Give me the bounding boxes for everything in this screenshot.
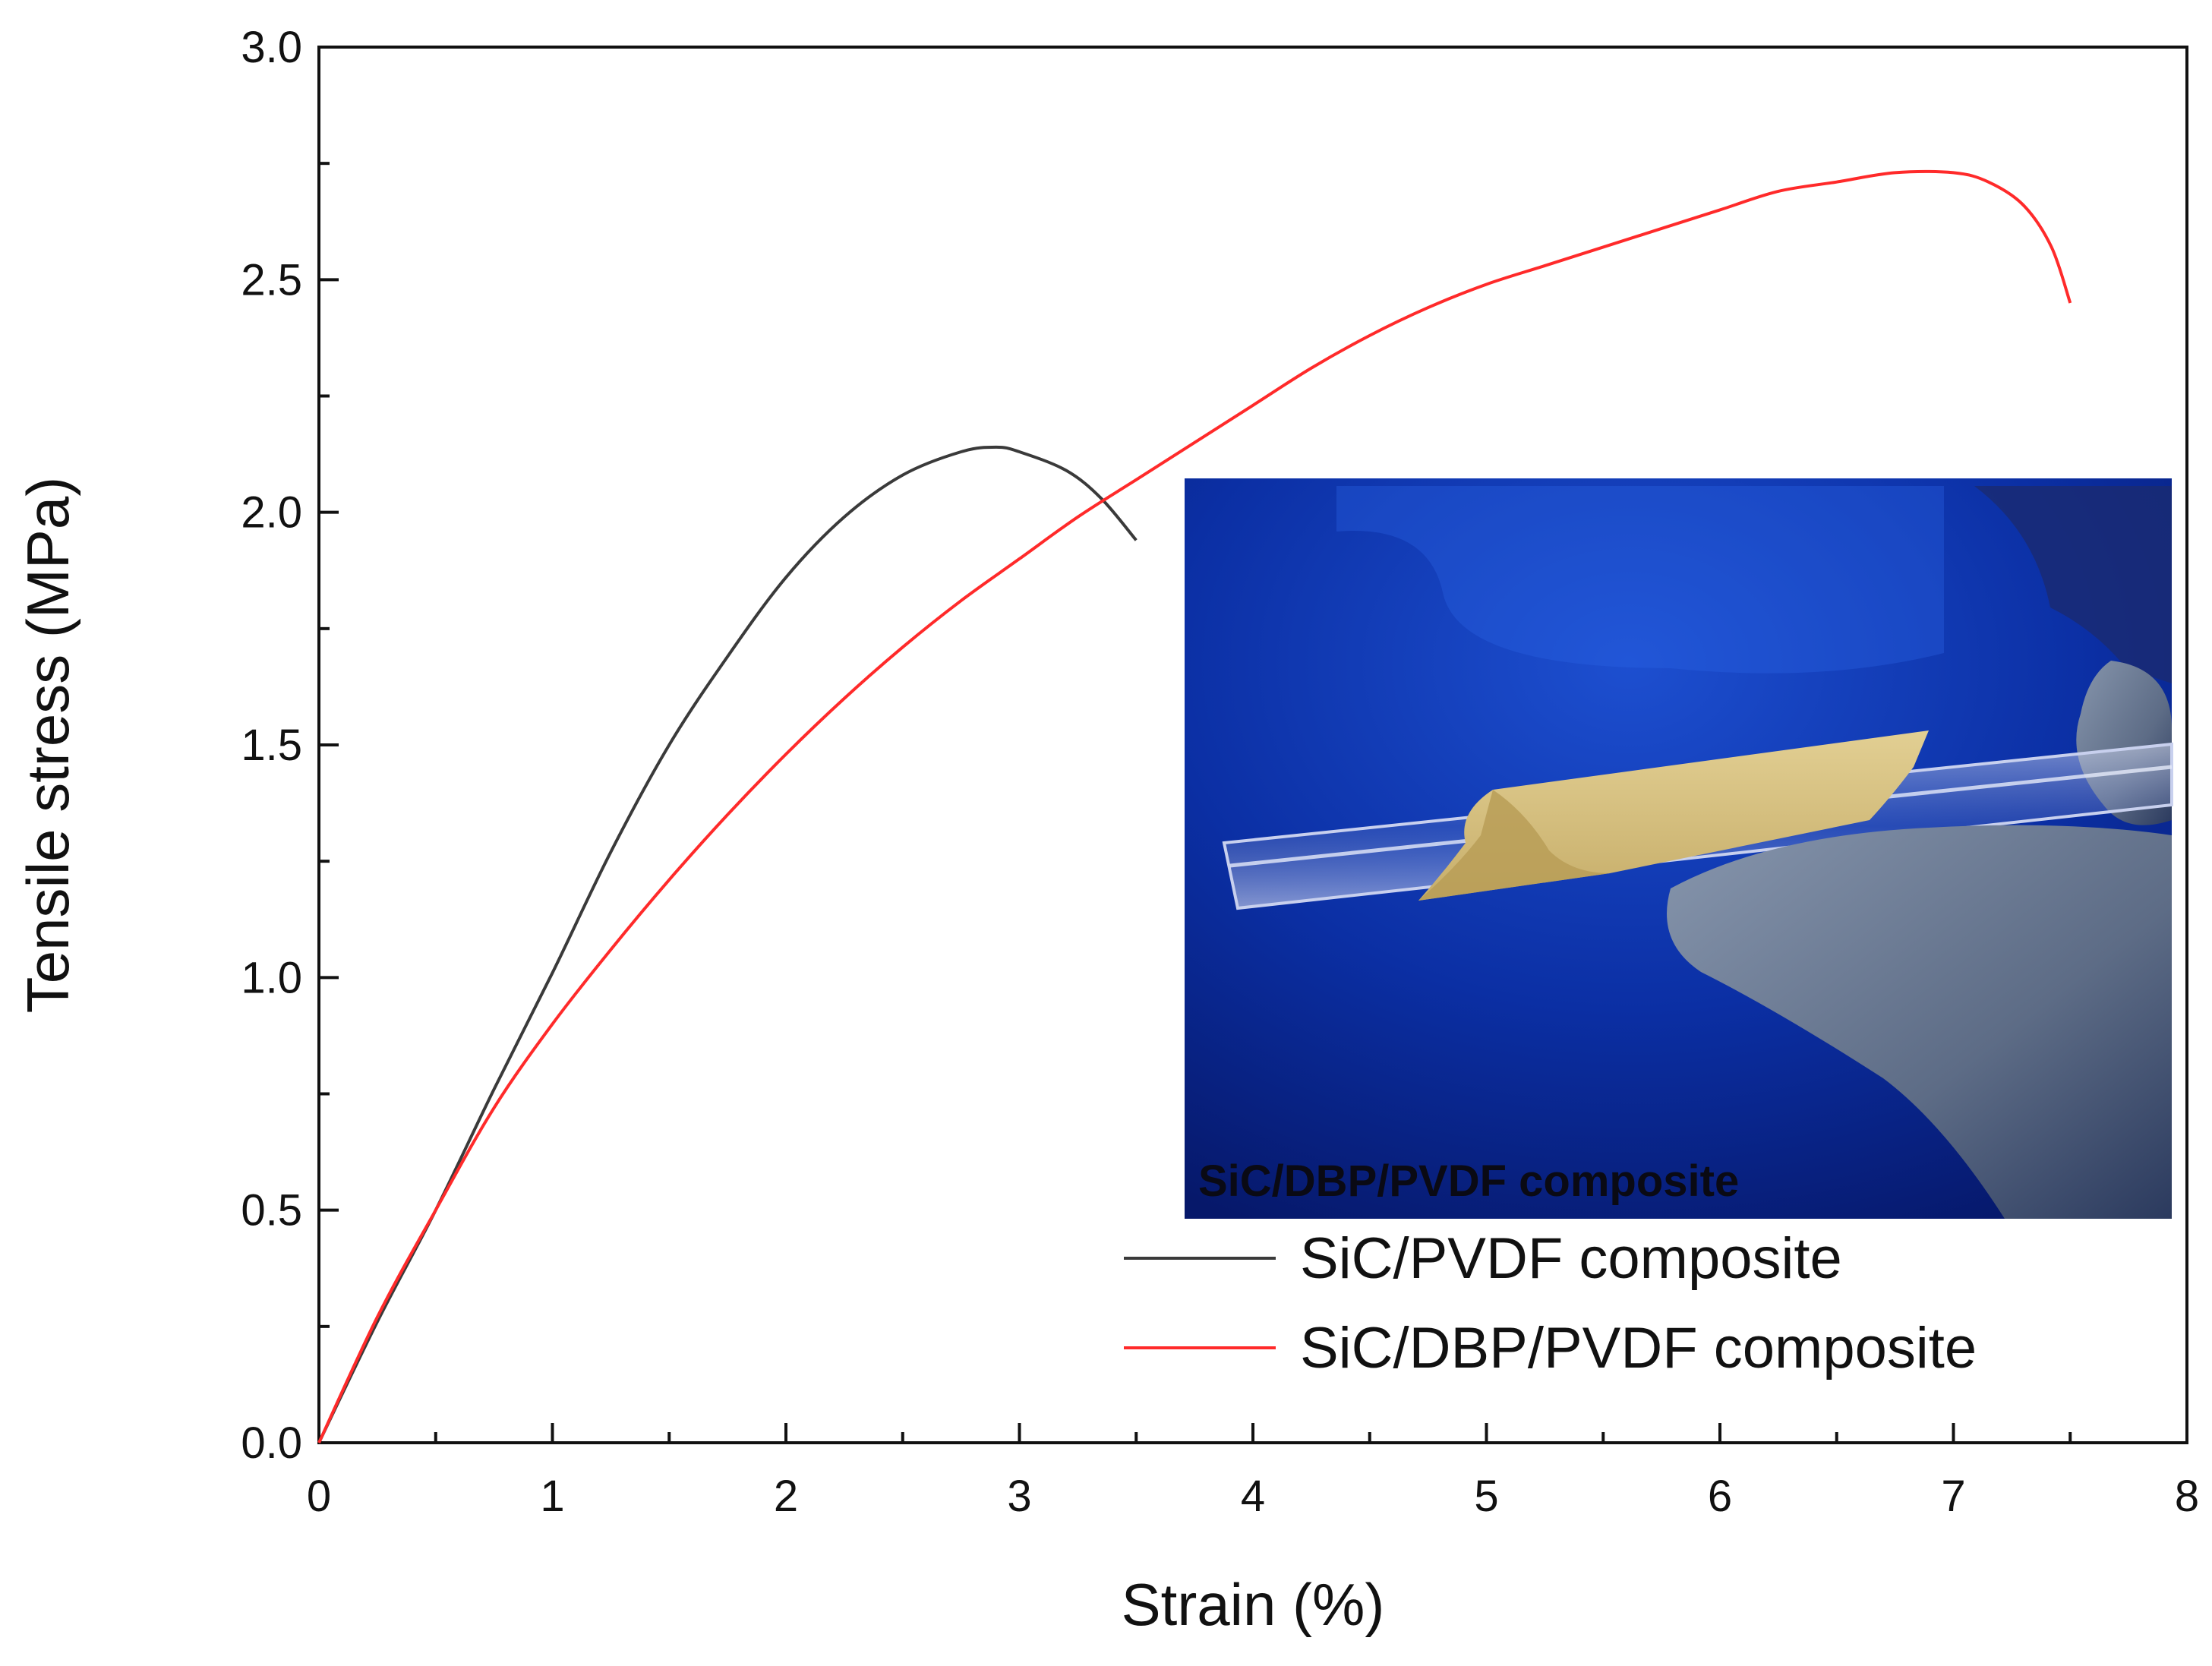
inset-glove-top [1974, 486, 2172, 683]
y-axis-title: Tensile stress (MPa) [14, 477, 81, 1014]
x-tick-label: 4 [1241, 1472, 1265, 1521]
legend: SiC/PVDF composite SiC/DBP/PVDF composit… [1124, 1226, 1977, 1380]
legend-label-sic-pvdf: SiC/PVDF composite [1300, 1226, 1842, 1291]
inset-sheet-fold [1418, 790, 1610, 901]
x-tick-label: 5 [1474, 1472, 1498, 1521]
y-axis-ticks [319, 46, 339, 1444]
legend-label-sic-dbp-pvdf: SiC/DBP/PVDF composite [1300, 1316, 1977, 1380]
y-tick-label: 2.5 [241, 255, 302, 304]
x-tick-label: 7 [1941, 1472, 1965, 1521]
series-line-sic-pvdf [317, 445, 1138, 1444]
series-lines [317, 169, 2072, 1444]
x-tick-label: 0 [307, 1472, 331, 1521]
inset-glove-hand [1667, 825, 2172, 1219]
y-axis-tick-labels: 0.0 0.5 1.0 1.5 2.0 2.5 3.0 [241, 23, 302, 1468]
x-axis-tick-labels: 0 1 2 3 4 5 6 7 8 [307, 1472, 2199, 1521]
y-tick-label: 3.0 [241, 23, 302, 72]
inset-photo: SiC/DBP/PVDF composite [1185, 478, 2173, 1219]
inset-caption: SiC/DBP/PVDF composite [1198, 1156, 1739, 1206]
series-line-sic-dbp-pvdf [317, 169, 2072, 1444]
y-tick-label: 0.0 [241, 1418, 302, 1468]
x-tick-label: 1 [540, 1472, 564, 1521]
x-tick-label: 2 [774, 1472, 798, 1521]
y-tick-label: 1.0 [241, 953, 302, 1002]
y-tick-label: 0.5 [241, 1186, 302, 1235]
x-axis-ticks [317, 1423, 2188, 1443]
y-tick-label: 2.0 [241, 488, 302, 538]
y-tick-label: 1.5 [241, 721, 302, 770]
inset-shadow [1336, 486, 1944, 674]
x-axis-title: Strain (%) [1122, 1571, 1385, 1638]
x-tick-label: 3 [1007, 1472, 1031, 1521]
x-tick-label: 6 [1708, 1472, 1732, 1521]
x-tick-label: 8 [2175, 1472, 2199, 1521]
